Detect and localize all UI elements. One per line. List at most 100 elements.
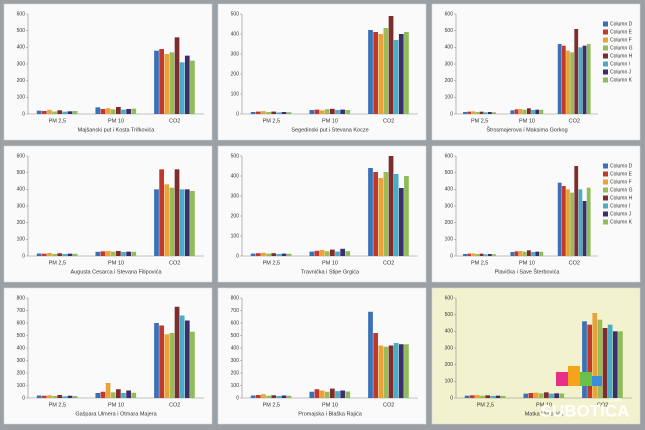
x-tick-label: PM 10 <box>108 118 124 124</box>
y-tick-label: 800 <box>231 295 240 301</box>
bar <box>276 396 282 398</box>
bar <box>570 52 575 114</box>
y-tick-label: 0 <box>450 395 453 401</box>
y-tick-label: 600 <box>17 153 26 159</box>
legend-label: Column H <box>610 53 633 59</box>
bar <box>190 331 195 398</box>
bar <box>131 392 137 398</box>
x-tick-label: CO2 <box>569 260 580 266</box>
legend-swatch <box>603 45 608 51</box>
bar <box>557 44 562 114</box>
bar <box>586 187 591 256</box>
legend-label: Column K <box>610 77 633 83</box>
bar <box>255 395 261 398</box>
y-tick-label: 0 <box>450 111 453 117</box>
bar <box>398 344 404 398</box>
logo-block <box>568 366 580 386</box>
legend-label: Column G <box>610 187 633 193</box>
y-tick-label: 400 <box>231 173 240 179</box>
bar <box>531 252 535 256</box>
bar <box>549 393 554 398</box>
bar <box>612 331 618 398</box>
y-tick-label: 500 <box>445 28 454 34</box>
bar <box>174 306 180 398</box>
y-tick-label: 400 <box>17 345 26 351</box>
y-tick-label: 400 <box>445 45 454 51</box>
bar <box>250 395 256 398</box>
x-tick-label: PM 10 <box>519 118 535 124</box>
bar <box>514 251 519 256</box>
x-tick-label: PM 10 <box>519 260 535 266</box>
bar <box>271 253 277 256</box>
bar <box>100 391 106 398</box>
y-tick-label: 300 <box>445 61 454 67</box>
bar <box>131 108 137 114</box>
y-tick-label: 500 <box>445 312 454 318</box>
bar <box>464 395 470 398</box>
x-tick-label: PM 2,5 <box>477 402 494 408</box>
bar <box>72 253 78 256</box>
y-tick-label: 300 <box>231 51 240 57</box>
y-tick-label: 400 <box>17 45 26 51</box>
y-tick-label: 100 <box>17 237 26 243</box>
bar <box>324 109 330 114</box>
bar <box>52 111 57 114</box>
domain: .com <box>607 397 622 404</box>
x-tick-label: CO2 <box>569 118 580 124</box>
bar <box>159 325 164 398</box>
bar <box>467 253 472 256</box>
legend-label: Column G <box>610 45 633 51</box>
bar <box>586 44 591 114</box>
y-tick-label: 0 <box>450 253 453 259</box>
bar <box>190 60 195 114</box>
bar <box>314 389 320 398</box>
y-tick-label: 600 <box>231 320 240 326</box>
bar <box>250 112 256 114</box>
legend-label: Column D <box>610 163 633 169</box>
legend-label: Column J <box>610 211 632 217</box>
bar <box>566 189 570 256</box>
bar <box>475 254 480 256</box>
bar <box>281 112 287 114</box>
bar <box>607 324 613 398</box>
paper <box>431 3 641 141</box>
bar <box>62 396 68 398</box>
legend-label: Column J <box>610 69 632 75</box>
bar <box>383 346 389 398</box>
bar <box>261 111 266 114</box>
y-tick-label: 400 <box>445 187 454 193</box>
bar <box>393 174 399 256</box>
legend-label: Column H <box>610 195 633 201</box>
bar <box>110 392 116 398</box>
bar <box>471 111 476 114</box>
y-tick-label: 500 <box>17 28 26 34</box>
bar <box>510 110 515 114</box>
bar <box>276 254 282 256</box>
bar <box>261 394 266 398</box>
bar <box>116 107 121 114</box>
y-tick-label: 700 <box>231 308 240 314</box>
bar <box>95 107 101 114</box>
x-tick-label: PM 10 <box>322 118 338 124</box>
legend-swatch <box>603 187 608 193</box>
x-tick-label: PM 2,5 <box>263 118 280 124</box>
y-tick-label: 100 <box>231 383 240 389</box>
bar <box>378 178 384 256</box>
legend-label: Column D <box>610 21 633 27</box>
y-tick-label: 300 <box>445 203 454 209</box>
y-tick-label: 0 <box>22 111 25 117</box>
bar <box>314 109 320 114</box>
bar <box>518 251 523 256</box>
y-tick-label: 500 <box>231 153 240 159</box>
bar <box>41 395 47 398</box>
bar <box>169 187 175 256</box>
bar <box>383 28 389 114</box>
bar <box>539 109 544 114</box>
bar <box>368 168 373 256</box>
bar <box>388 156 394 256</box>
y-tick-label: 600 <box>445 295 454 301</box>
bar <box>557 182 562 256</box>
y-tick-label: 200 <box>445 220 454 226</box>
legend-swatch <box>603 211 608 217</box>
legend-swatch <box>603 77 608 83</box>
